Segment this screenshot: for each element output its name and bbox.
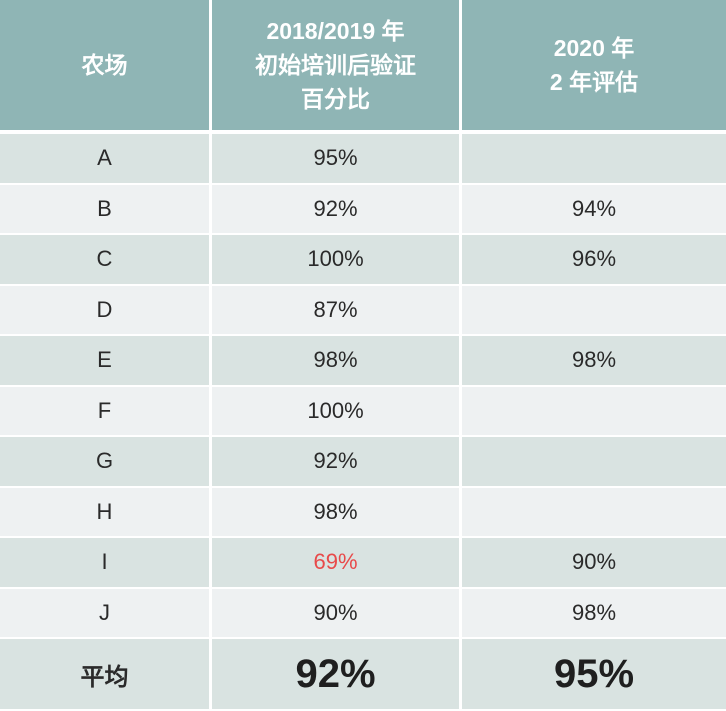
farm-cell: C xyxy=(0,235,212,286)
farm-cell: D xyxy=(0,285,212,336)
eval2020-cell xyxy=(462,437,726,488)
initial-cell: 92% xyxy=(212,437,462,488)
farm-cell: H xyxy=(0,487,212,538)
initial-cell-alert: 69% xyxy=(212,538,462,589)
eval2020-cell: 94% xyxy=(462,184,726,235)
initial-cell: 100% xyxy=(212,235,462,286)
header-initial-verification: 2018/2019 年 初始培训后验证 百分比 xyxy=(212,0,462,134)
header-2020-evaluation: 2020 年 2 年评估 xyxy=(462,0,726,134)
farm-cell: I xyxy=(0,538,212,589)
average-initial: 92% xyxy=(212,639,462,711)
header-farm: 农场 xyxy=(0,0,212,134)
initial-cell: 98% xyxy=(212,487,462,538)
eval2020-cell xyxy=(462,285,726,336)
average-label: 平均 xyxy=(0,639,212,711)
initial-cell: 100% xyxy=(212,386,462,437)
initial-cell: 87% xyxy=(212,285,462,336)
farm-cell: B xyxy=(0,184,212,235)
eval2020-cell xyxy=(462,386,726,437)
eval2020-cell: 90% xyxy=(462,538,726,589)
eval2020-cell: 96% xyxy=(462,235,726,286)
eval2020-cell: 98% xyxy=(462,588,726,639)
initial-cell: 98% xyxy=(212,336,462,387)
farm-cell: J xyxy=(0,588,212,639)
farm-cell: G xyxy=(0,437,212,488)
farm-cell: A xyxy=(0,134,212,185)
initial-cell: 90% xyxy=(212,588,462,639)
eval2020-cell xyxy=(462,134,726,185)
farm-cell: F xyxy=(0,386,212,437)
average-eval2020: 95% xyxy=(462,639,726,711)
farm-cell: E xyxy=(0,336,212,387)
initial-cell: 95% xyxy=(212,134,462,185)
eval2020-cell xyxy=(462,487,726,538)
initial-cell: 92% xyxy=(212,184,462,235)
eval2020-cell: 98% xyxy=(462,336,726,387)
